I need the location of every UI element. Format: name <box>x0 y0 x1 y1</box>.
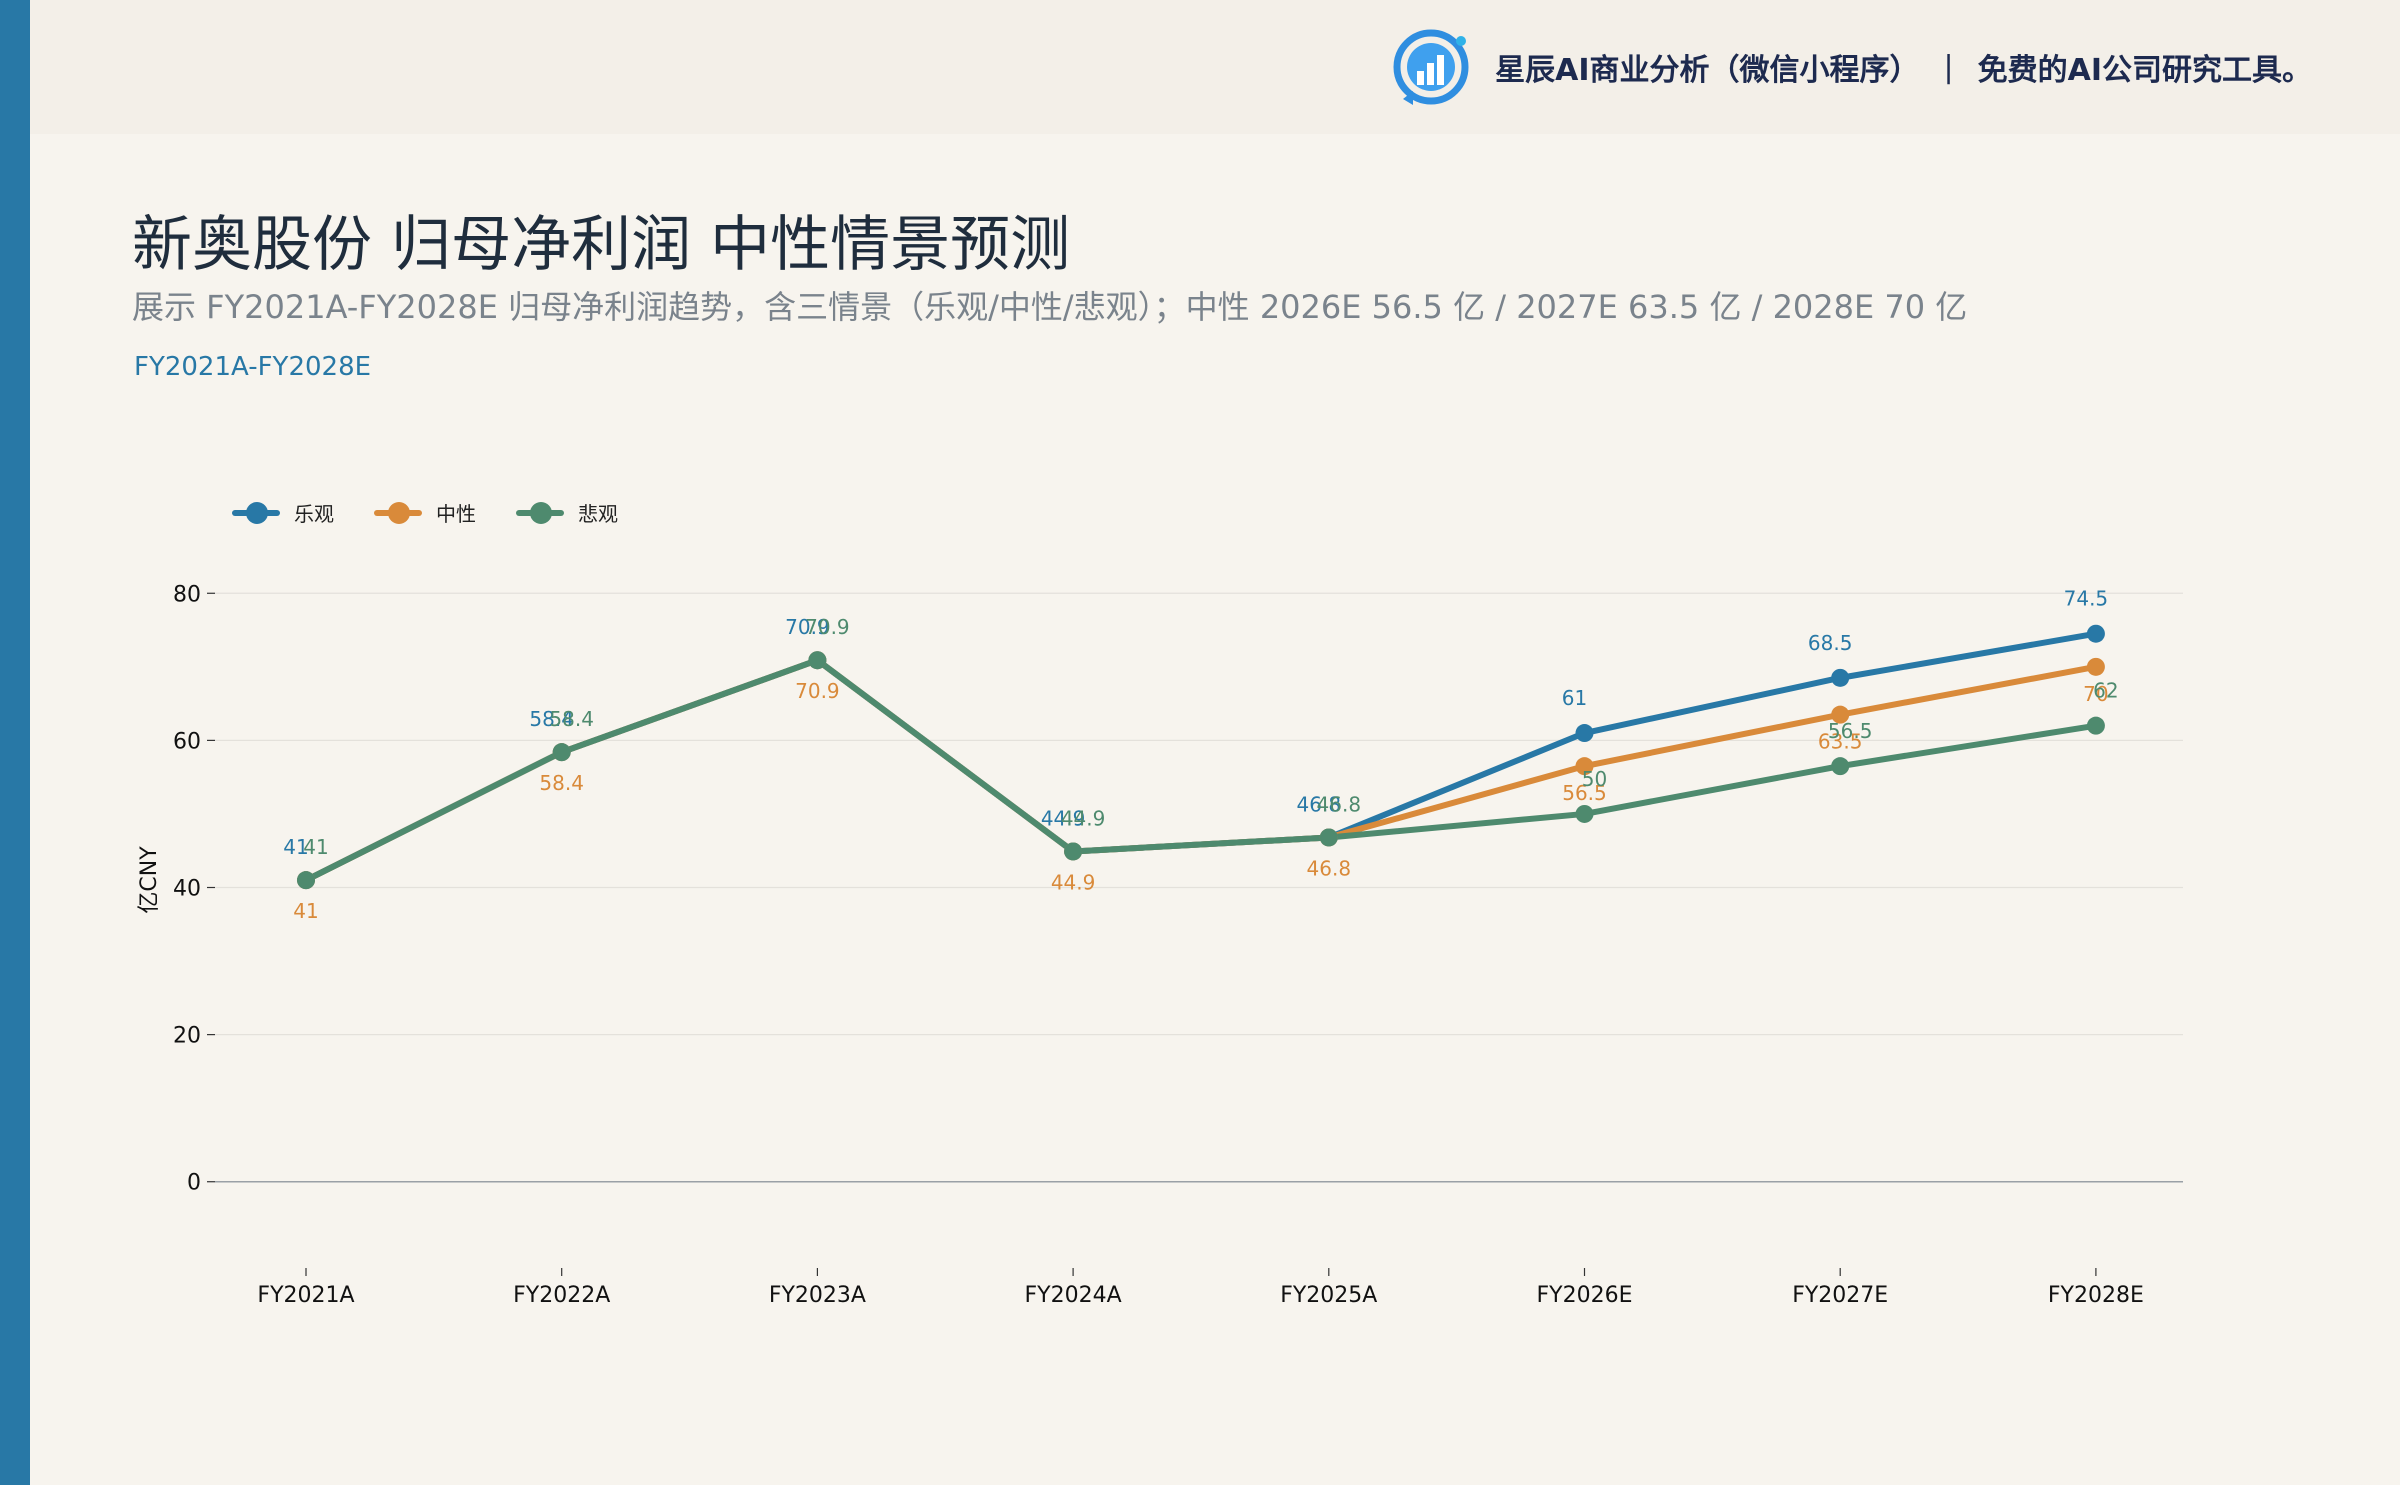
legend-marker <box>246 501 268 524</box>
x-tick-label: FY2025A <box>1280 1283 1377 1308</box>
data-point <box>1831 757 1850 776</box>
data-label: 62 <box>2093 679 2118 703</box>
data-point <box>2086 657 2105 676</box>
data-point <box>1064 842 1083 861</box>
y-tick-label: 0 <box>187 1171 201 1196</box>
legend-label: 悲观 <box>578 502 618 526</box>
data-point <box>1831 668 1850 687</box>
data-label: 70.9 <box>795 679 840 703</box>
data-label: 50 <box>1582 767 1607 791</box>
data-point <box>2086 624 2105 643</box>
x-tick-label: FY2021A <box>257 1283 354 1308</box>
data-label: 58.4 <box>539 771 584 795</box>
series-line-2 <box>303 657 2099 884</box>
data-label: 58.4 <box>529 707 574 731</box>
legend-swatch <box>516 501 564 524</box>
brand-tagline: 免费的AI公司研究工具。 <box>1977 53 2312 88</box>
data-label: 46.8 <box>1297 792 1342 816</box>
data-label: 58.4 <box>549 707 594 731</box>
data-point <box>297 871 315 890</box>
y-tick-label: 40 <box>173 877 201 902</box>
data-label: 44.9 <box>1061 806 1106 830</box>
legend-item: 乐观 <box>232 498 334 527</box>
x-tick-label: FY2023A <box>769 1283 866 1308</box>
data-label: 70.9 <box>805 615 850 639</box>
x-tick-label: FY2022A <box>513 1283 610 1308</box>
y-axis-label: 亿CNY <box>137 846 162 914</box>
legend-marker <box>530 501 552 524</box>
accent-sidebar <box>0 0 30 1485</box>
legend-swatch <box>374 501 422 524</box>
brand: 星辰AI商业分析（微信小程序） | 免费的AI公司研究工具。 <box>1389 22 2312 112</box>
y-tick-label: 60 <box>173 729 201 754</box>
brand-separator: | <box>1943 49 1954 85</box>
data-point <box>2086 716 2105 735</box>
y-tick-label: 20 <box>173 1024 201 1049</box>
bar-chart-circle-icon <box>1393 29 1469 105</box>
x-tick-label: FY2026E <box>1537 1283 1633 1308</box>
data-point <box>1319 828 1338 847</box>
data-label: 70.9 <box>785 615 830 639</box>
header-band <box>30 0 2400 134</box>
data-point <box>1575 804 1594 823</box>
data-label: 63.5 <box>1818 730 1863 754</box>
legend-item: 悲观 <box>516 498 618 527</box>
data-label: 70 <box>2083 682 2108 706</box>
data-label: 61 <box>1562 686 1587 710</box>
page-subtitle: 展示 FY2021A-FY2028E 归母净利润趋势，含三情景（乐观/中性/悲观… <box>132 288 1968 326</box>
data-label: 44.9 <box>1051 870 1096 894</box>
data-label: 56.5 <box>1562 781 1607 805</box>
page-title: 新奥股份 归母净利润 中性情景预测 <box>132 210 1071 280</box>
range-tag: FY2021A-FY2028E <box>134 352 372 382</box>
legend-marker <box>388 501 410 524</box>
legend-label: 乐观 <box>294 502 334 526</box>
data-point <box>1575 724 1594 743</box>
legend-swatch <box>232 501 280 524</box>
data-point <box>1575 757 1594 776</box>
legend-label: 中性 <box>436 502 476 526</box>
chart-legend: 乐观 中性 悲观 <box>232 498 658 527</box>
y-tick-label: 80 <box>173 582 201 607</box>
data-label: 46.8 <box>1307 856 1352 880</box>
data-point <box>552 743 571 762</box>
data-label: 46.8 <box>1317 792 1362 816</box>
data-label: 56.5 <box>1828 719 1873 743</box>
data-label: 74.5 <box>2064 587 2109 611</box>
data-point <box>808 651 827 670</box>
data-label: 41 <box>303 835 328 859</box>
data-label: 41 <box>293 899 318 923</box>
brand-name: 星辰AI商业分析（微信小程序） <box>1495 53 1920 88</box>
data-label: 41 <box>283 835 308 859</box>
x-tick-label: FY2027E <box>1792 1283 1888 1308</box>
data-label: 68.5 <box>1808 631 1853 655</box>
data-point <box>1831 705 1850 724</box>
x-tick-label: FY2024A <box>1025 1283 1122 1308</box>
legend-item: 中性 <box>374 498 476 527</box>
data-label: 44.9 <box>1041 806 1086 830</box>
x-tick-label: FY2028E <box>2048 1283 2144 1308</box>
